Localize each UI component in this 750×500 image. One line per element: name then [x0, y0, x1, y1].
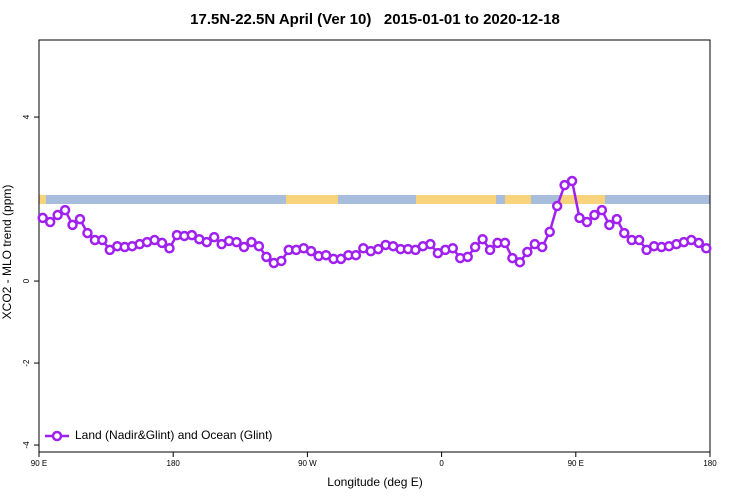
land-patch: [39, 195, 46, 204]
y-tick-label: -4: [22, 441, 31, 449]
x-tick-label: 180: [703, 459, 717, 468]
data-point: [82, 227, 93, 239]
data-point: [59, 204, 71, 216]
data-point: [596, 204, 608, 216]
data-point: [44, 216, 56, 228]
data-point: [246, 236, 257, 248]
data-point: [604, 219, 615, 231]
land-patch: [560, 195, 605, 204]
data-point: [350, 249, 362, 261]
x-tick-label: 0: [439, 459, 444, 468]
data-point: [156, 237, 168, 249]
data-point: [693, 237, 705, 249]
data-point: [633, 234, 645, 246]
data-point: [231, 236, 242, 248]
data-point: [551, 200, 563, 212]
data-point: [37, 212, 48, 224]
data-point: [201, 236, 212, 248]
x-tick-label: 90 W: [298, 459, 317, 468]
land-patch: [505, 195, 531, 204]
x-axis-label: Longitude (deg E): [327, 475, 422, 489]
data-point: [477, 233, 488, 245]
chart-title: 17.5N-22.5N April (Ver 10) 2015-01-01 to…: [190, 11, 560, 28]
y-axis-label: XCO2 - MLO trend (ppm): [0, 185, 14, 320]
land-patch: [416, 195, 496, 204]
data-point: [186, 229, 198, 241]
data-point: [619, 227, 630, 239]
data-point: [208, 231, 220, 243]
data-point: [238, 241, 250, 253]
x-tick-label: 90 E: [568, 459, 584, 468]
data-point: [537, 241, 548, 253]
data-point: [253, 240, 265, 252]
data-point: [67, 219, 78, 231]
data-point: [462, 251, 473, 263]
data-point: [305, 245, 317, 257]
data-point: [581, 216, 593, 228]
data-point: [507, 252, 518, 264]
data-point: [559, 179, 570, 191]
data-point: [74, 213, 86, 225]
data-point: [522, 246, 533, 258]
y-tick-label: -2: [22, 359, 31, 367]
data-point: [469, 241, 481, 253]
data-point: [261, 251, 272, 263]
data-point: [276, 255, 287, 267]
data-point: [164, 243, 175, 254]
data-point: [701, 243, 712, 254]
x-tick-label: 90 E: [31, 459, 47, 468]
data-point: [52, 209, 63, 221]
y-tick-label: 0: [22, 278, 31, 283]
x-tick-label: 180: [167, 459, 181, 468]
legend-label: Land (Nadir&Glint) and Ocean (Glint): [75, 428, 272, 442]
data-point: [544, 226, 555, 238]
data-point: [484, 244, 496, 256]
data-point: [499, 237, 511, 249]
data-point: [447, 243, 459, 254]
ocean-band: [39, 195, 710, 204]
land-ocean-strip: [39, 195, 710, 204]
legend-marker: [51, 430, 63, 442]
data-point: [589, 209, 600, 221]
data-point: [372, 243, 384, 255]
data-point: [425, 238, 436, 250]
data-point: [574, 212, 585, 224]
data-point: [611, 213, 623, 225]
data-point: [97, 234, 108, 246]
land-patch: [286, 195, 338, 204]
data-point: [514, 256, 526, 268]
y-tick-label: 4: [22, 114, 31, 119]
data-point: [566, 175, 578, 187]
